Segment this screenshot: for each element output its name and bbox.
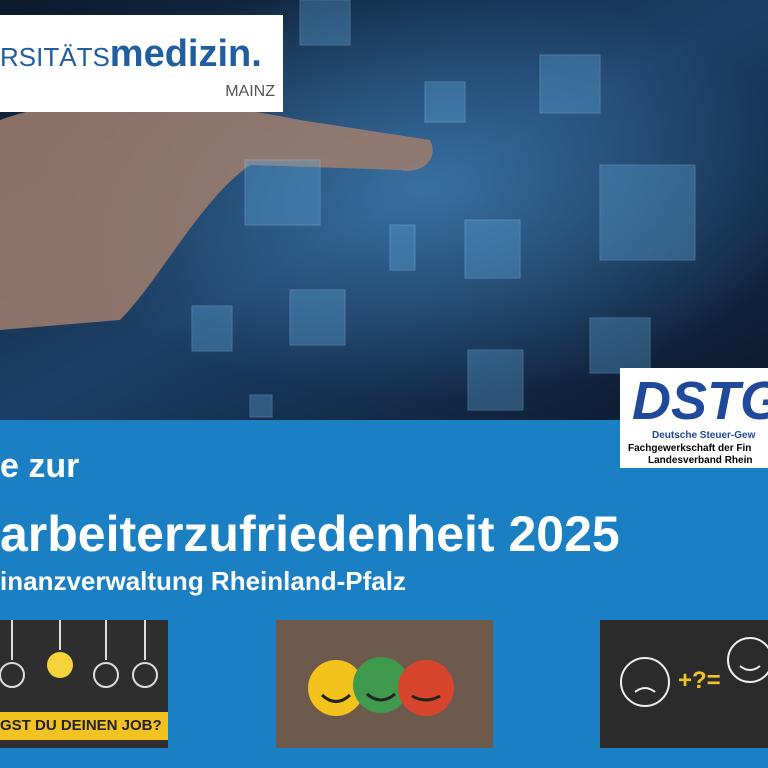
- bulbs-image: GST DU DEINEN JOB?: [0, 620, 168, 748]
- dstg-mark: DSTG: [632, 371, 768, 431]
- dstg-line: Landesverband Rhein: [648, 455, 753, 466]
- logo-name: RSITÄTSmedizin.: [0, 33, 262, 76]
- svg-text:+?=: +?=: [678, 667, 721, 694]
- headline-line: e zur: [0, 447, 80, 485]
- logo-city: MAINZ: [225, 83, 275, 100]
- dstg-line: Fachgewerkschaft der Fin: [628, 443, 752, 454]
- logo-bold: medizin.: [109, 33, 262, 75]
- headline-main: arbeiterzufriedenheit 2025: [0, 506, 620, 562]
- bulbs-caption: GST DU DEINEN JOB?: [0, 712, 168, 740]
- headline-line: inanzverwaltung Rheinland-Pfalz: [0, 566, 406, 596]
- chalkboard-image: +?=: [600, 620, 768, 748]
- dstg-line: Deutsche Steuer-Gew: [652, 430, 756, 441]
- logo-light: RSITÄTS: [0, 42, 110, 72]
- dstg-box: DSTG Deutsche Steuer-Gew Fachgewerkschaf…: [620, 368, 768, 468]
- smileys-image: [276, 620, 493, 748]
- logo-box: RSITÄTSmedizin. MAINZ: [0, 15, 283, 112]
- bulbs: [0, 620, 158, 688]
